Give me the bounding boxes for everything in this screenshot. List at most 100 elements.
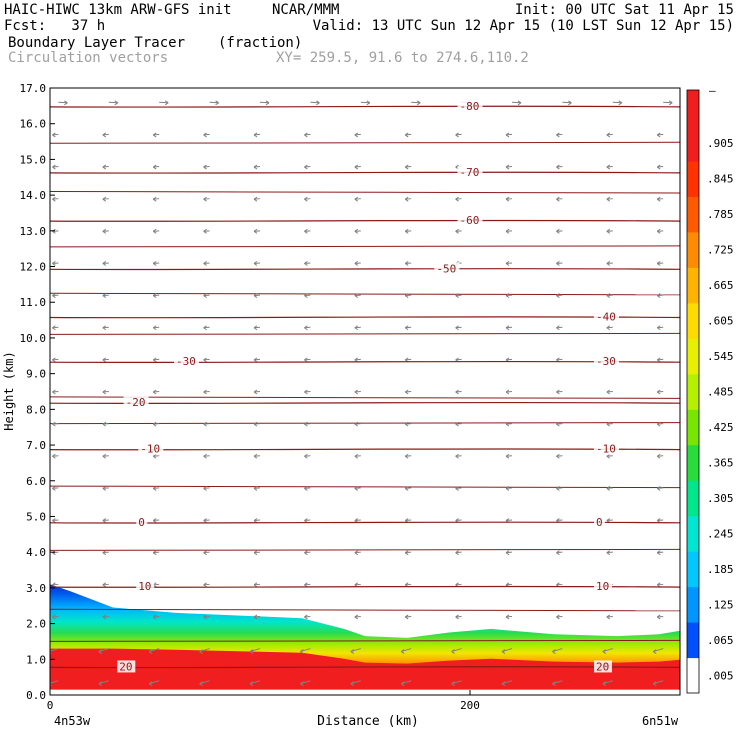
wind-vector [400,680,412,687]
wind-vector [148,648,160,654]
y-tick-label: 1.0 [26,653,46,666]
wind-vector [552,648,563,654]
wind-vector [203,325,210,331]
wind-vector [511,100,522,106]
colorbar-swatch [687,338,699,375]
wind-vector [98,680,109,687]
wind-vector [455,485,462,491]
y-tick-label: 9.0 [26,368,46,381]
wind-vector [556,389,563,395]
wind-vector [203,261,210,266]
colorbar-label: .725 [707,244,734,257]
wind-vector [404,293,412,299]
colorbar-swatch [687,125,699,162]
wind-vector [606,325,613,331]
plot-frame [49,87,681,696]
wind-vector [152,614,160,620]
contour-line [50,548,680,551]
contour-line [50,422,680,425]
wind-vector [203,453,210,459]
wind-vector [656,614,664,620]
wind-vector [505,614,513,620]
wind-vector [556,325,563,331]
wind-vector [108,100,119,106]
wind-vector [152,485,160,491]
wind-vector [404,614,412,620]
contour-line [50,191,680,194]
wind-vector [102,132,109,138]
wind-vector [360,100,371,106]
wind-vector [52,453,59,459]
wind-vector [656,164,664,170]
colorbar-label: .305 [707,492,734,505]
wind-vector [354,293,361,299]
wind-vector [253,196,261,202]
isotherm-label: -40 [596,311,616,324]
isotherm-label: -30 [596,355,616,368]
forecast-hour: Fcst: 37 h [4,18,106,34]
contour-line [50,485,680,489]
wind-vector [102,582,109,588]
colorbar-swatch [687,444,699,481]
wind-vector [304,132,311,138]
wind-vector [304,293,311,299]
wind-vector [52,164,59,170]
y-tick-label: 6.0 [26,475,46,488]
wind-vector [253,421,261,427]
wind-vector [656,228,664,234]
colorbar-swatch [687,196,699,233]
colorbar-swatch [687,657,699,694]
wind-vector [404,325,412,331]
wind-vector [203,293,210,299]
wind-vector [404,485,412,491]
isotherm-label: -10 [140,443,160,456]
wind-vector [602,648,613,654]
contour-line [50,639,680,642]
isotherm-label: 0 [596,516,603,529]
wind-vector [148,680,160,687]
wind-vector [404,453,412,459]
wind-vector [253,518,261,523]
isotherm-label: -50 [436,262,456,275]
wind-vector [656,485,664,491]
wind-vector [606,614,613,620]
wind-vector [52,293,59,299]
wind-vector [354,453,361,459]
isotherm-line [50,316,680,319]
wind-vector [152,164,160,170]
wind-vector [253,485,261,491]
x-tick-label: 200 [460,699,480,712]
colorbar-swatch [687,409,699,446]
colorbar-swatch [687,480,699,517]
wind-vector [606,164,613,170]
wind-vector [102,453,109,459]
y-tick-label: 5.0 [26,510,46,523]
init-time: Init: 00 UTC Sat 11 Apr 15 [514,2,734,18]
field-name: Boundary Layer Tracer [8,35,186,51]
y-tick-label: 8.0 [26,403,46,416]
y-tick-label: 2.0 [26,618,46,631]
colorbar-label: .425 [707,421,734,434]
isotherm-line [50,171,680,174]
terrain-strip [50,689,680,695]
wind-vector [602,680,613,687]
wind-vector [102,550,109,556]
wind-vector [52,261,59,266]
y-axis-label: Height (km) [2,351,16,430]
wind-vector [552,680,563,687]
colorbar-label: .545 [707,350,734,363]
wind-vector [102,196,109,202]
wind-vector [209,100,219,106]
wind-vector [404,164,412,170]
contour-line [50,332,680,335]
colorbar-swatch [687,90,699,126]
wind-vector [152,228,160,234]
colorbar-swatch [687,267,699,304]
wind-vector [556,164,563,170]
wind-vector [404,228,412,234]
wind-vector [606,261,613,266]
wind-vector [606,132,613,138]
isotherm-line [50,219,680,222]
wind-vector [354,550,361,556]
